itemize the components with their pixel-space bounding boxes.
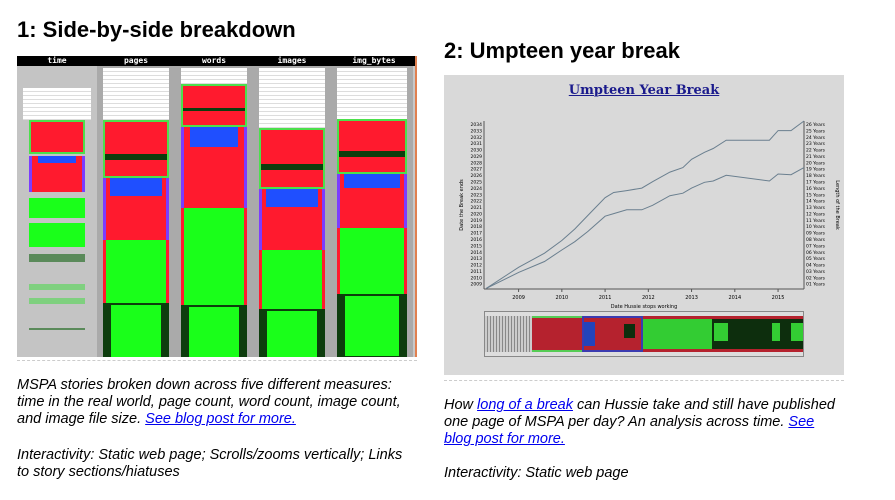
y-axis-label: Date the Break ends [459,179,465,231]
y2-tick-label: 17 Years [806,179,826,185]
y2-tick-label: 03 Years [806,269,826,275]
interactivity-note: Interactivity: Static web page [444,465,629,481]
y-tick-label: 2034 [471,122,483,128]
long-of-a-break-link[interactable]: long of a break [477,397,573,413]
y-tick-label: 2011 [471,269,483,275]
column-header-pages: pages [97,56,175,66]
y2-tick-label: 06 Years [806,250,826,256]
y-tick-label: 2029 [471,154,483,160]
y-tick-label: 2009 [471,282,483,288]
x-tick-label: 2010 [555,295,568,301]
y2-tick-label: 26 Years [806,122,826,128]
x-axis-label: Date Hussie stops working [611,304,678,310]
y-tick-label: 2010 [471,275,483,281]
y-tick-label: 2014 [471,250,483,256]
y2-tick-label: 04 Years [806,263,826,269]
series-line-0 [485,120,805,289]
x-tick-label: 2009 [512,295,525,301]
umpteen-year-break-image[interactable]: Umpteen Year Break 2009 2010 2011 2012 2013 2… [444,75,844,375]
y-tick-label: 2028 [471,160,483,166]
y2-tick-label: 13 Years [806,205,826,211]
y-tick-label: 2025 [471,179,483,185]
x-tick-label: 2014 [728,295,741,301]
divider [17,360,417,361]
y2-tick-label: 10 Years [806,224,826,230]
column-words [175,66,253,357]
caption-text: can Hussie take and still have published… [444,397,835,430]
y-tick-label: 2021 [471,205,483,211]
y-tick-label: 2015 [471,243,483,249]
column-images [253,66,331,357]
caption-text: How [444,397,474,413]
timeline-strip [484,311,804,357]
divider [444,380,844,381]
y2-tick-label: 21 Years [806,154,826,160]
column-pages [97,66,175,357]
y2-tick-label: 25 Years [806,128,826,134]
x-tick-label: 2015 [772,295,785,301]
y2-tick-label: 14 Years [806,199,826,205]
y2-tick-label: 01 Years [806,282,826,288]
x-tick-label: 2013 [685,295,698,301]
y-tick-label: 2027 [471,167,483,173]
blog-post-link[interactable]: See blog post for more. [444,414,815,447]
caption-umpteen: How long of a break can Hussie take and … [444,397,844,448]
column-header-time: time [17,56,97,66]
y-tick-label: 2018 [471,224,483,230]
y2-tick-label: 05 Years [806,256,826,262]
y-tick-label: 2013 [471,256,483,262]
column-img-bytes [331,66,413,357]
y2-tick-label: 02 Years [806,275,826,281]
series-line-1 [485,167,805,289]
column-header-img-bytes: img_bytes [331,56,415,66]
y-tick-label: 2017 [471,231,483,237]
y-tick-label: 2023 [471,192,483,198]
x-tick-label: 2012 [642,295,655,301]
side-by-side-breakdown-image[interactable]: time pages words images img_bytes [17,56,417,357]
blog-post-link[interactable]: See blog post for more. [145,411,296,427]
y-tick-label: 2016 [471,237,483,243]
y-tick-label: 2019 [471,218,483,224]
chart-title: Umpteen Year Break [568,83,720,98]
y-tick-label: 2033 [471,128,483,134]
interactivity-note: Interactivity: Static web page; Scrolls/… [17,447,403,480]
y-tick-label: 2030 [471,148,483,154]
y2-tick-label: 11 Years [806,218,826,224]
column-header-words: words [175,56,253,66]
y2-tick-label: 12 Years [806,211,826,217]
section-title-side-by-side: 1: Side-by-side breakdown [17,17,296,42]
y2-tick-label: 15 Years [806,192,826,198]
y2-tick-label: 23 Years [806,141,826,147]
x-tick-label: 2011 [599,295,612,301]
section-title-umpteen: 2: Umpteen year break [444,38,680,63]
y2-tick-label: 09 Years [806,231,826,237]
column-time [17,66,97,357]
y2-axis-label: Length of the Break [834,180,840,230]
y2-tick-label: 18 Years [806,173,826,179]
y-tick-label: 2022 [471,199,483,205]
y2-tick-label: 22 Years [806,148,826,154]
y2-tick-label: 08 Years [806,237,826,243]
y-tick-label: 2012 [471,263,483,269]
y-tick-label: 2024 [471,186,483,192]
y2-tick-label: 24 Years [806,135,826,141]
y2-tick-label: 07 Years [806,243,826,249]
y2-tick-label: 19 Years [806,167,826,173]
y-tick-label: 2032 [471,135,483,141]
y2-tick-label: 16 Years [806,186,826,192]
y-tick-label: 2031 [471,141,483,147]
column-header-images: images [253,56,331,66]
caption-text: MSPA stories broken down across five dif… [17,377,401,427]
caption-side-by-side: MSPA stories broken down across five dif… [17,377,417,428]
line-chart: 2009 2010 2011 2012 2013 2014 2015200920102011… [459,120,840,310]
y-tick-label: 2026 [471,173,483,179]
y-tick-label: 2020 [471,211,483,217]
y2-tick-label: 20 Years [806,160,826,166]
